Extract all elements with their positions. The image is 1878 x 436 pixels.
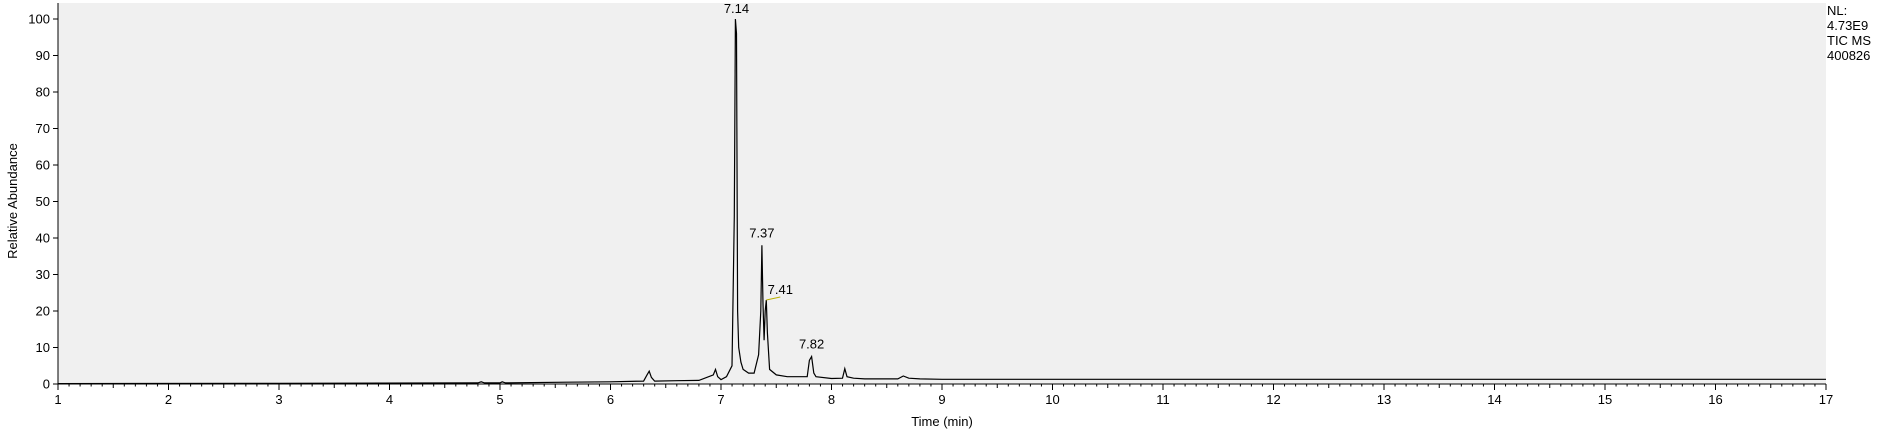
x-tick-label: 13 bbox=[1377, 392, 1391, 407]
y-tick-label: 30 bbox=[36, 267, 50, 282]
peak-label-leader bbox=[766, 296, 781, 301]
x-tick-label: 8 bbox=[828, 392, 835, 407]
y-axis-title: Relative Abundance bbox=[5, 143, 20, 259]
y-tick-label: 70 bbox=[36, 121, 50, 136]
x-tick-label: 12 bbox=[1266, 392, 1280, 407]
nl-label: NL: bbox=[1827, 3, 1848, 18]
x-tick-label: 16 bbox=[1708, 392, 1722, 407]
y-tick-label: 0 bbox=[43, 377, 50, 392]
x-tick-label: 11 bbox=[1156, 392, 1170, 407]
x-tick-label: 4 bbox=[386, 392, 393, 407]
y-tick-label: 80 bbox=[36, 85, 50, 100]
x-tick-label: 9 bbox=[938, 392, 945, 407]
x-axis-title: Time (min) bbox=[911, 414, 973, 429]
plot-area bbox=[58, 3, 1826, 384]
x-tick-label: 5 bbox=[496, 392, 503, 407]
x-tick-label: 7 bbox=[717, 392, 724, 407]
x-tick-label: 2 bbox=[165, 392, 172, 407]
peak-label: 7.37 bbox=[749, 225, 774, 240]
y-tick-label: 100 bbox=[28, 12, 50, 27]
x-tick-label: 14 bbox=[1487, 392, 1501, 407]
y-tick-label: 50 bbox=[36, 194, 50, 209]
y-tick-label: 60 bbox=[36, 158, 50, 173]
trace-type: TIC MS bbox=[1827, 33, 1872, 48]
x-tick-label: 6 bbox=[607, 392, 614, 407]
peak-label: 7.82 bbox=[799, 337, 824, 352]
peak-label: 7.41 bbox=[768, 282, 793, 297]
x-tick-label: 15 bbox=[1598, 392, 1612, 407]
x-axis-ticks: 1 2 3 4 5 6 7 8 9 10 11 12 13 14 15 16 17 bbox=[54, 384, 1833, 407]
y-tick-label: 40 bbox=[36, 231, 50, 246]
y-tick-label: 10 bbox=[36, 340, 50, 355]
x-tick-label: 17 bbox=[1819, 392, 1833, 407]
peak-label: 7.14 bbox=[724, 1, 749, 16]
tic-trace-line bbox=[57, 18, 1826, 385]
peak-annotations: 7.14 7.37 7.41 7.82 bbox=[724, 1, 824, 352]
x-tick-label: 1 bbox=[54, 392, 61, 407]
y-tick-label: 90 bbox=[36, 48, 50, 63]
y-tick-label: 20 bbox=[36, 304, 50, 319]
x-tick-label: 3 bbox=[275, 392, 282, 407]
nl-value: 4.73E9 bbox=[1827, 18, 1869, 33]
trace-info: NL: 4.73E9 TIC MS 400826 bbox=[1827, 3, 1871, 63]
file-name: 400826 bbox=[1827, 48, 1871, 63]
x-tick-label: 10 bbox=[1045, 392, 1059, 407]
y-axis-ticks: 0 10 20 30 40 50 60 70 80 90 100 bbox=[28, 12, 58, 392]
